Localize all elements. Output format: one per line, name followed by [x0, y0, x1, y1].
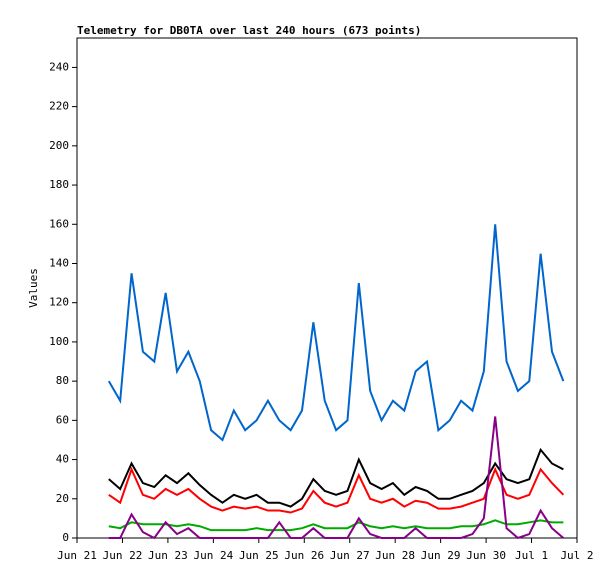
y-tick-label: 40	[56, 453, 69, 466]
y-tick-label: 200	[49, 139, 69, 152]
x-tick-label: Jun 21	[57, 549, 97, 562]
x-tick-label: Jun 25	[239, 549, 279, 562]
y-tick-label: 220	[49, 100, 69, 113]
x-tick-label: Jul 1	[515, 549, 548, 562]
x-tick-label: Jul 2	[560, 549, 593, 562]
y-tick-label: 240	[49, 60, 69, 73]
x-tick-label: Jun 30	[466, 549, 506, 562]
x-tick-label: Jun 22	[103, 549, 143, 562]
chart-title: Telemetry for DB0TA over last 240 hours …	[77, 24, 421, 37]
y-tick-label: 120	[49, 296, 69, 309]
y-tick-label: 160	[49, 217, 69, 230]
plot-frame	[76, 37, 578, 539]
y-tick-label: 80	[56, 374, 69, 387]
y-tick-label: 60	[56, 413, 69, 426]
series-line	[108, 466, 565, 514]
y-tick-label: 100	[49, 335, 69, 348]
x-tick-label: Jun 23	[148, 549, 188, 562]
series-line	[107, 224, 565, 442]
y-tick-label: 140	[49, 256, 69, 269]
x-tick-label: Jun 24	[193, 549, 233, 562]
y-tick-label: 180	[49, 178, 69, 191]
y-axis-label: Values	[27, 268, 40, 308]
x-tick-label: Jun 27	[330, 549, 370, 562]
y-tick-label: 0	[62, 531, 69, 544]
x-tick-label: Jun 29	[421, 549, 461, 562]
y-tick-label: 20	[56, 492, 69, 505]
series-line	[108, 447, 564, 508]
series-line	[108, 416, 565, 540]
series-line	[108, 519, 564, 532]
x-tick-label: Jun 28	[375, 549, 415, 562]
x-tick-label: Jun 26	[284, 549, 324, 562]
